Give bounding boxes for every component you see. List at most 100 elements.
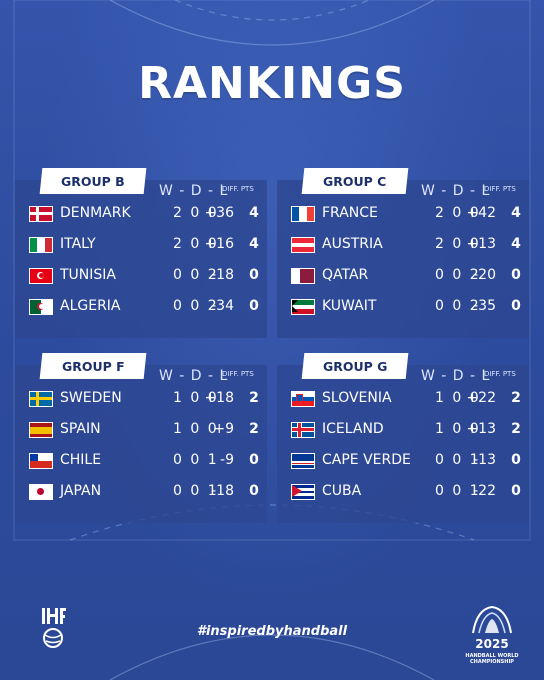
team-pts: 4 [511, 205, 521, 221]
standings-row-denmark: DENMARK 2 0 0 +36 4 [29, 202, 261, 226]
team-pts: 4 [249, 205, 259, 221]
team-pts: 0 [249, 452, 259, 468]
team-pts: 2 [511, 421, 521, 437]
team-name: FRANCE [322, 205, 378, 221]
team-wdl: 1 0 0 [173, 421, 219, 437]
team-pts: 4 [511, 236, 521, 252]
team-pts: 0 [511, 267, 521, 283]
standings-row-slovenia: SLOVENIA 1 0 0 +22 2 [291, 387, 523, 411]
team-diff: +18 [204, 390, 234, 406]
team-pts: 0 [511, 452, 521, 468]
group-name: GROUP B [61, 173, 125, 189]
team-diff: -13 [473, 452, 496, 468]
france-flag-icon [291, 206, 315, 222]
group-name: GROUP F [61, 358, 125, 374]
team-pts: 4 [249, 236, 259, 252]
group-g-tab: GROUP G [301, 353, 409, 379]
team-diff: -18 [211, 267, 234, 283]
slovenia-flag-icon [291, 391, 315, 407]
team-pts: 0 [511, 298, 521, 314]
team-diff: -35 [473, 298, 496, 314]
japan-flag-icon [29, 484, 53, 500]
team-pts: 0 [249, 267, 259, 283]
team-wdl: 0 0 1 [173, 452, 219, 468]
wdl-header: W - D - L [421, 368, 491, 384]
team-wdl: 0 0 2 [173, 267, 219, 283]
wdl-header: W - D - L [421, 183, 491, 199]
team-diff: +13 [466, 421, 496, 437]
cuba-flag-icon [291, 484, 315, 500]
standings-row-france: FRANCE 2 0 0 +42 4 [291, 202, 523, 226]
italy-flag-icon [29, 237, 53, 253]
austria-flag-icon [291, 237, 315, 253]
standings-row-algeria: ALGERIA 0 0 2 -34 0 [29, 295, 261, 319]
team-diff: -20 [473, 267, 496, 283]
team-wdl: 1 0 0 [173, 390, 219, 406]
team-name: ITALY [60, 236, 96, 252]
group-f-tab: GROUP F [39, 353, 147, 379]
championship-year: 2025 [475, 637, 509, 651]
standings-row-cuba: CUBA 0 0 1 -22 0 [291, 480, 523, 504]
group-name: GROUP G [322, 358, 388, 374]
team-name: SLOVENIA [322, 390, 392, 406]
tunisia-flag-icon [29, 268, 53, 284]
team-diff: +16 [204, 236, 234, 252]
denmark-flag-icon [29, 206, 53, 222]
team-diff: -22 [473, 483, 496, 499]
wdl-header: W - D - L [159, 183, 229, 199]
team-pts: 2 [249, 421, 259, 437]
team-diff: +9 [213, 421, 234, 437]
cape-verde-flag-icon [291, 453, 315, 469]
team-pts: 2 [249, 390, 259, 406]
ihf-logo [40, 606, 66, 650]
team-name: ALGERIA [60, 298, 121, 314]
standings-row-tunisia: TUNISIA 0 0 2 -18 0 [29, 264, 261, 288]
hashtag: #inspiredbyhandball [196, 624, 348, 639]
diff-pts-header: DIFF. PTS [222, 370, 254, 378]
team-diff: -18 [211, 483, 234, 499]
team-wdl: 2 0 0 [173, 236, 219, 252]
wdl-header: W - D - L [159, 368, 229, 384]
kuwait-flag-icon [291, 299, 315, 315]
standings-row-italy: ITALY 2 0 0 +16 4 [29, 233, 261, 257]
standings-row-spain: SPAIN 1 0 0 +9 2 [29, 418, 261, 442]
team-wdl: 0 0 2 [173, 298, 219, 314]
team-wdl: 0 0 1 [435, 452, 481, 468]
sweden-flag-icon [29, 391, 53, 407]
standings-row-iceland: ICELAND 1 0 0 +13 2 [291, 418, 523, 442]
team-wdl: 2 0 0 [435, 205, 481, 221]
team-wdl: 2 0 0 [435, 236, 481, 252]
team-diff: +42 [466, 205, 496, 221]
group-c-tab: GROUP C [301, 168, 409, 194]
team-pts: 2 [511, 390, 521, 406]
team-wdl: 1 0 0 [435, 421, 481, 437]
team-wdl: 0 0 1 [435, 483, 481, 499]
chile-flag-icon [29, 453, 53, 469]
standings-row-sweden: SWEDEN 1 0 0 +18 2 [29, 387, 261, 411]
team-name: CUBA [322, 483, 362, 499]
team-wdl: 0 0 2 [435, 298, 481, 314]
team-name: KUWAIT [322, 298, 377, 314]
spain-flag-icon [29, 422, 53, 438]
team-diff: +13 [466, 236, 496, 252]
team-pts: 0 [511, 483, 521, 499]
team-wdl: 2 0 0 [173, 205, 219, 221]
team-name: ICELAND [322, 421, 384, 437]
team-diff: -34 [211, 298, 234, 314]
standings-row-cape-verde: CAPE VERDE 0 0 1 -13 0 [291, 449, 523, 473]
team-name: CHILE [60, 452, 102, 468]
team-name: DENMARK [60, 205, 131, 221]
page-title: RANKINGS [138, 58, 406, 109]
team-name: TUNISIA [60, 267, 116, 283]
championship-text: HANDBALL WORLD CHAMPIONSHIP [465, 653, 519, 665]
group-name: GROUP C [323, 173, 387, 189]
team-diff: -9 [220, 452, 234, 468]
standings-row-qatar: QATAR 0 0 2 -20 0 [291, 264, 523, 288]
team-pts: 0 [249, 298, 259, 314]
team-wdl: 1 0 0 [435, 390, 481, 406]
